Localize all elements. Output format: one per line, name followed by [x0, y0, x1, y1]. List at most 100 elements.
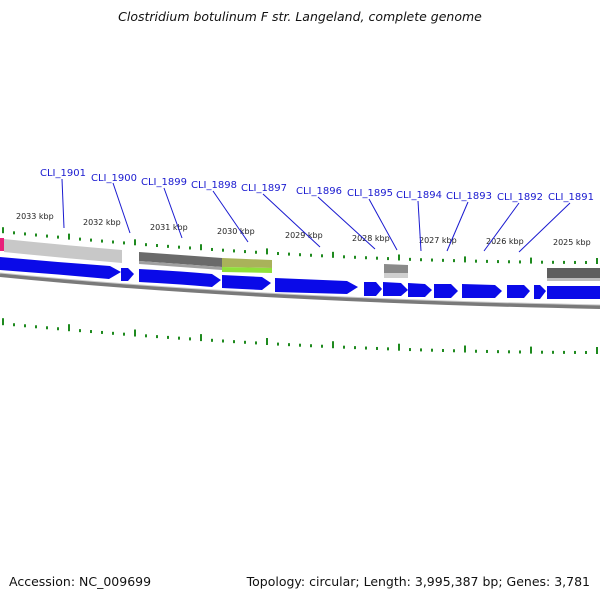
minor-tick: [497, 350, 499, 354]
gene-label-cli-1892[interactable]: CLI_1892: [497, 192, 543, 203]
leader-line: [61, 178, 65, 229]
backbone-line: [0, 273, 600, 309]
gene-arrow[interactable]: [408, 283, 432, 297]
minor-tick: [288, 343, 290, 347]
gene-arrow[interactable]: [507, 285, 530, 298]
kbp-label: 2032 kbp: [83, 218, 121, 227]
minor-tick: [409, 348, 411, 352]
minor-tick: [365, 346, 367, 350]
gene-label-cli-1898[interactable]: CLI_1898: [191, 180, 237, 191]
minor-tick: [244, 250, 246, 254]
kbp-label: 2026 kbp: [486, 237, 524, 246]
minor-tick: [541, 260, 543, 264]
minor-tick: [387, 347, 389, 351]
minor-tick: [321, 254, 323, 258]
feature-block-light[interactable]: [4, 239, 122, 263]
minor-tick: [310, 344, 312, 348]
gene-label-cli-1901[interactable]: CLI_1901: [40, 168, 86, 179]
minor-tick: [35, 325, 37, 329]
leader-line: [262, 193, 321, 248]
minor-tick: [233, 340, 235, 344]
gene-arrow[interactable]: [139, 269, 221, 287]
leader-line: [417, 200, 422, 252]
feature-block-dark[interactable]: [139, 252, 222, 267]
minor-tick: [57, 327, 59, 331]
major-tick: [398, 343, 400, 351]
kbp-label: 2029 kbp: [285, 231, 323, 240]
minor-tick: [585, 350, 587, 354]
minor-tick: [585, 260, 587, 264]
minor-tick: [24, 324, 26, 328]
minor-tick: [508, 350, 510, 354]
minor-tick: [255, 250, 257, 254]
major-tick: [332, 341, 334, 349]
gene-arrow[interactable]: [547, 286, 600, 299]
major-tick: [200, 244, 202, 251]
minor-tick: [167, 335, 169, 339]
feature-block-right-lower[interactable]: [547, 278, 600, 281]
leader-line: [163, 187, 183, 239]
gene-track: [0, 257, 600, 299]
minor-tick: [552, 350, 554, 354]
gene-arrow[interactable]: [0, 257, 121, 279]
minor-tick: [79, 329, 81, 333]
minor-tick: [167, 244, 169, 248]
minor-tick: [431, 348, 433, 352]
minor-tick: [541, 350, 543, 354]
minor-tick: [508, 260, 510, 264]
leader-line: [483, 202, 520, 252]
feature-block-small-lower[interactable]: [384, 273, 408, 278]
gene-arrow[interactable]: [462, 284, 502, 298]
gene-arrow[interactable]: [222, 275, 271, 290]
kbp-label: 2030 kbp: [217, 227, 255, 236]
minor-tick: [156, 244, 158, 248]
gene-label-cli-1896[interactable]: CLI_1896: [296, 186, 342, 197]
minor-tick: [101, 330, 103, 334]
gene-arrow[interactable]: [121, 268, 134, 281]
minor-tick: [354, 346, 356, 350]
minor-tick: [46, 234, 48, 238]
gene-label-cli-1895[interactable]: CLI_1895: [347, 188, 393, 199]
feature-block-dark-lower[interactable]: [139, 261, 222, 270]
gene-arrow[interactable]: [434, 284, 458, 298]
minor-tick: [255, 341, 257, 345]
gene-arrow[interactable]: [364, 282, 382, 296]
gene-label-cli-1894[interactable]: CLI_1894: [396, 190, 442, 201]
feature-block-lime[interactable]: [222, 267, 272, 273]
gene-label-cli-1900[interactable]: CLI_1900: [91, 173, 137, 184]
minor-tick: [211, 338, 213, 342]
minor-tick: [497, 260, 499, 264]
minor-tick: [145, 334, 147, 338]
feature-block-pink[interactable]: [0, 238, 4, 251]
minor-tick: [354, 255, 356, 259]
genome-backbone: [0, 272, 600, 309]
minor-tick: [178, 245, 180, 249]
minor-tick: [486, 259, 488, 263]
feature-block-small[interactable]: [384, 264, 408, 273]
gene-arrow[interactable]: [275, 278, 358, 294]
minor-tick: [519, 260, 521, 264]
gene-label-cli-1899[interactable]: CLI_1899: [141, 177, 187, 188]
major-tick: [2, 318, 4, 326]
major-tick: [596, 346, 598, 354]
minor-tick: [552, 260, 554, 264]
gene-label-cli-1891[interactable]: CLI_1891: [548, 192, 594, 203]
minor-tick: [233, 249, 235, 253]
feature-block-olive[interactable]: [222, 258, 272, 268]
minor-tick: [46, 326, 48, 330]
gene-arrow[interactable]: [383, 282, 408, 296]
leader-line: [112, 182, 131, 234]
gene-label-cli-1893[interactable]: CLI_1893: [446, 191, 492, 202]
major-tick: [2, 227, 4, 234]
major-tick: [134, 239, 136, 246]
major-tick: [266, 248, 268, 255]
minor-tick: [376, 256, 378, 260]
minor-tick: [519, 350, 521, 354]
minor-tick: [475, 349, 477, 353]
minor-tick: [343, 255, 345, 259]
minor-tick: [189, 246, 191, 250]
minor-tick: [310, 253, 312, 257]
gene-label-cli-1897[interactable]: CLI_1897: [241, 183, 287, 194]
gene-arrow[interactable]: [534, 285, 546, 299]
feature-block-right[interactable]: [547, 268, 600, 278]
